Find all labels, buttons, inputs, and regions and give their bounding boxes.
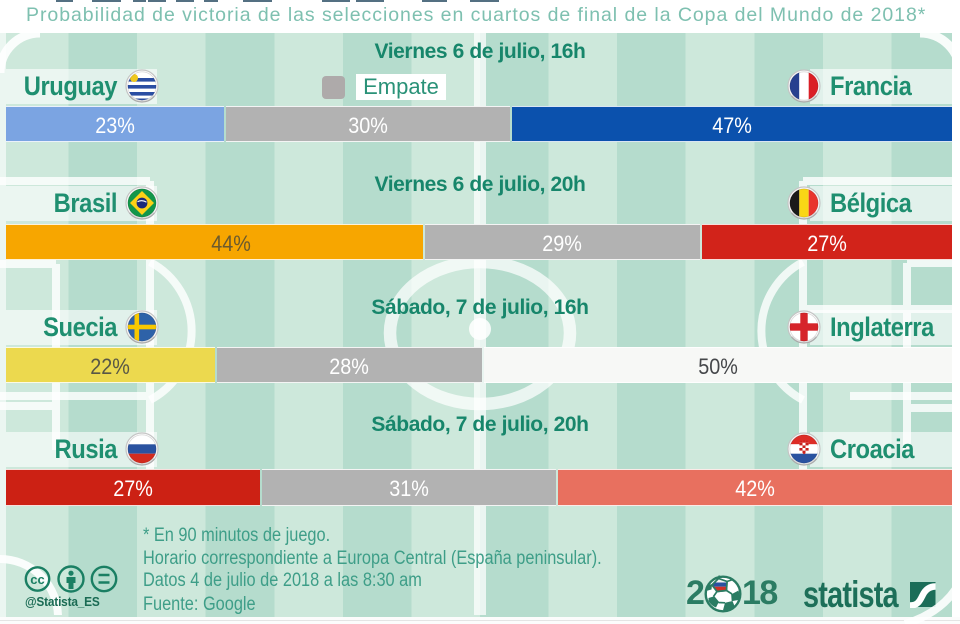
svg-text:cc: cc — [30, 572, 44, 587]
